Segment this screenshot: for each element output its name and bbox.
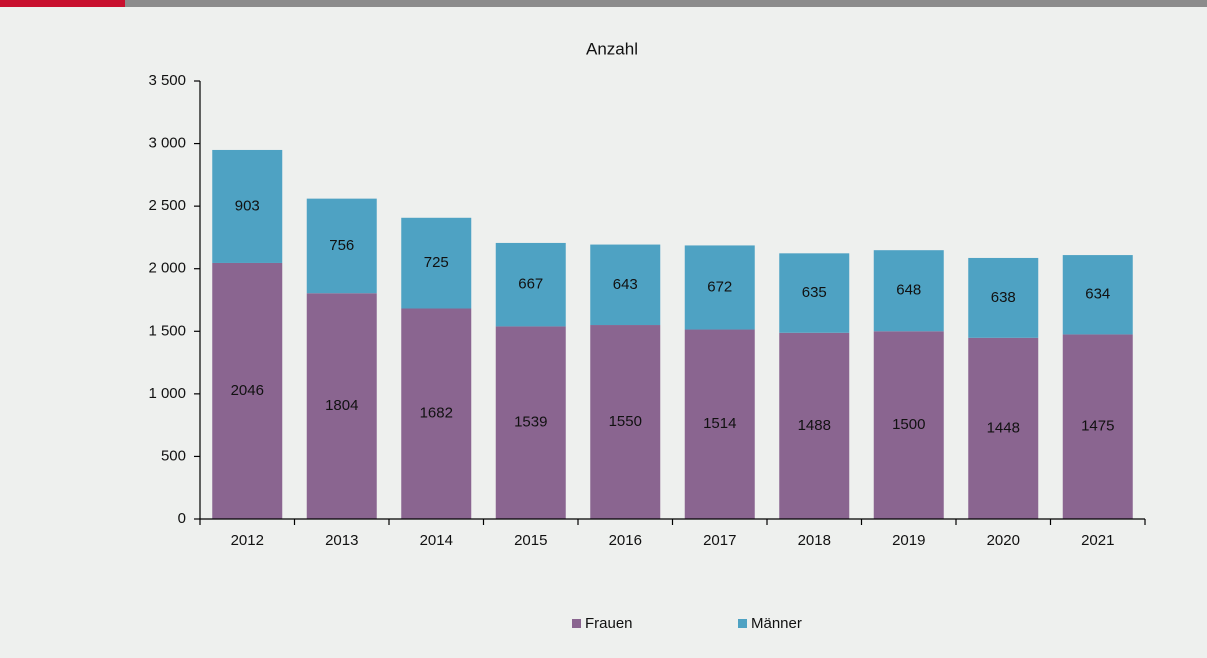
bar-segment: [873, 331, 944, 519]
x-tick-label: 2013: [325, 532, 358, 549]
y-tick-label: 2 500: [148, 197, 186, 214]
chart-title: Anzahl: [586, 39, 638, 58]
data-label: 1488: [798, 417, 831, 434]
bar-segment: [968, 257, 1039, 338]
data-label: 2046: [231, 382, 264, 399]
x-tick-label: 2017: [703, 532, 736, 549]
data-label: 903: [235, 197, 260, 214]
x-tick-label: 2014: [420, 532, 453, 549]
bar-segment: [590, 325, 661, 519]
bar-segment: [684, 329, 755, 519]
bar-segment: [212, 262, 283, 519]
y-tick-label: 500: [161, 447, 186, 464]
data-label: 1804: [325, 397, 358, 414]
y-tick-label: 1 500: [148, 322, 186, 339]
bar-segment: [1062, 334, 1133, 519]
header-accent: [0, 0, 125, 7]
x-tick-label: 2015: [514, 532, 547, 549]
data-label: 725: [424, 254, 449, 271]
x-tick-label: 2020: [987, 532, 1020, 549]
bar-segment: [1062, 255, 1133, 335]
data-label: 1448: [987, 419, 1020, 436]
legend-swatch: [738, 619, 747, 628]
y-tick-label: 1 000: [148, 385, 186, 402]
bar-segment: [495, 242, 566, 327]
x-tick-label: 2021: [1081, 532, 1114, 549]
x-tick-label: 2012: [231, 532, 264, 549]
y-tick-label: 0: [178, 510, 186, 527]
x-tick-label: 2019: [892, 532, 925, 549]
data-label: 648: [896, 282, 921, 299]
data-label: 1500: [892, 416, 925, 433]
bar-segment: [401, 308, 472, 519]
data-label: 672: [707, 278, 732, 295]
data-label: 638: [991, 289, 1016, 306]
data-label: 1514: [703, 415, 736, 432]
data-label: 634: [1085, 286, 1110, 303]
header-bar: [125, 0, 1207, 7]
data-label: 667: [518, 276, 543, 293]
x-tick-label: 2018: [798, 532, 831, 549]
data-label: 756: [329, 237, 354, 254]
y-tick-label: 3 500: [148, 72, 186, 89]
bar-segment: [495, 326, 566, 519]
bar-segment: [684, 245, 755, 330]
bar-segment: [306, 293, 377, 519]
data-label: 635: [802, 284, 827, 301]
data-label: 1550: [609, 413, 642, 430]
bar-segment: [401, 217, 472, 309]
bar-segment: [873, 250, 944, 332]
bar-segment: [779, 253, 850, 333]
y-tick-label: 2 000: [148, 260, 186, 277]
data-label: 1475: [1081, 418, 1114, 435]
x-tick-label: 2016: [609, 532, 642, 549]
data-label: 1682: [420, 405, 453, 422]
legend-label: Männer: [751, 615, 802, 632]
bar-segment: [306, 198, 377, 294]
bar-segment: [779, 332, 850, 519]
bar-segment: [212, 149, 283, 263]
bar-segment: [968, 337, 1039, 519]
legend-swatch: [572, 619, 581, 628]
bar-segment: [590, 244, 661, 326]
data-label: 1539: [514, 414, 547, 431]
legend-label: Frauen: [585, 615, 633, 632]
y-tick-label: 3 000: [148, 135, 186, 152]
data-label: 643: [613, 276, 638, 293]
